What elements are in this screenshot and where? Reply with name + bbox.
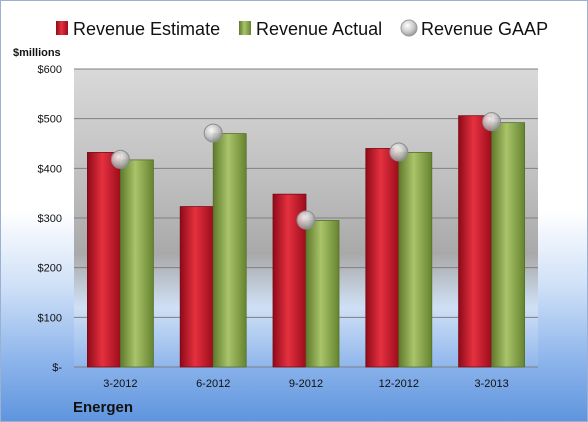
legend-label-revenue-estimate: Revenue Estimate	[73, 19, 220, 39]
y-tick-label: $-	[52, 362, 62, 374]
y-tick-label: $100	[38, 312, 62, 324]
revenue-gaap-marker	[203, 123, 223, 143]
y-axis-ticks: $- $100 $200 $300 $400 $500 $600	[38, 64, 63, 374]
revenue-estimate-bar	[365, 148, 400, 368]
legend-label-revenue-actual: Revenue Actual	[256, 19, 382, 39]
revenue-actual-bar	[305, 220, 340, 368]
legend-swatch-revenue-actual	[239, 21, 251, 35]
revenue-actual-bar	[212, 133, 247, 368]
revenue-actual-bar	[120, 159, 154, 368]
legend-marker-revenue-gaap	[400, 19, 418, 37]
revenue-estimate-bar	[179, 206, 214, 368]
x-tick-label: 3-2012	[103, 378, 137, 390]
y-tick-label: $400	[38, 163, 62, 175]
x-tick-label: 3-2013	[474, 378, 508, 390]
company-label: Energen	[73, 399, 133, 416]
x-tick-label: 12-2012	[379, 378, 419, 390]
revenue-actual-bar	[398, 152, 433, 368]
legend-label-revenue-gaap: Revenue GAAP	[421, 19, 548, 39]
revenue-gaap-marker	[110, 149, 130, 169]
gaap-markers	[110, 112, 502, 230]
y-tick-label: $300	[38, 213, 62, 225]
y-tick-label: $200	[38, 263, 62, 275]
x-axis-ticks: 3-2012 6-2012 9-2012 12-2012 3-2013	[103, 378, 508, 390]
x-tick-label: 9-2012	[289, 378, 323, 390]
revenue-gaap-marker	[296, 210, 316, 230]
bars	[87, 115, 526, 368]
y-tick-label: $500	[38, 114, 62, 126]
x-tick-label: 6-2012	[196, 378, 230, 390]
y-tick-label: $600	[38, 64, 62, 76]
revenue-gaap-marker	[482, 112, 502, 132]
legend: Revenue Estimate Revenue Actual Revenue …	[56, 19, 548, 39]
revenue-estimate-bar	[87, 152, 121, 368]
revenue-gaap-marker	[389, 142, 409, 162]
revenue-estimate-bar	[458, 115, 493, 368]
legend-swatch-revenue-estimate	[56, 21, 68, 35]
unit-label: $millions	[13, 47, 61, 59]
revenue-actual-bar	[491, 122, 526, 368]
